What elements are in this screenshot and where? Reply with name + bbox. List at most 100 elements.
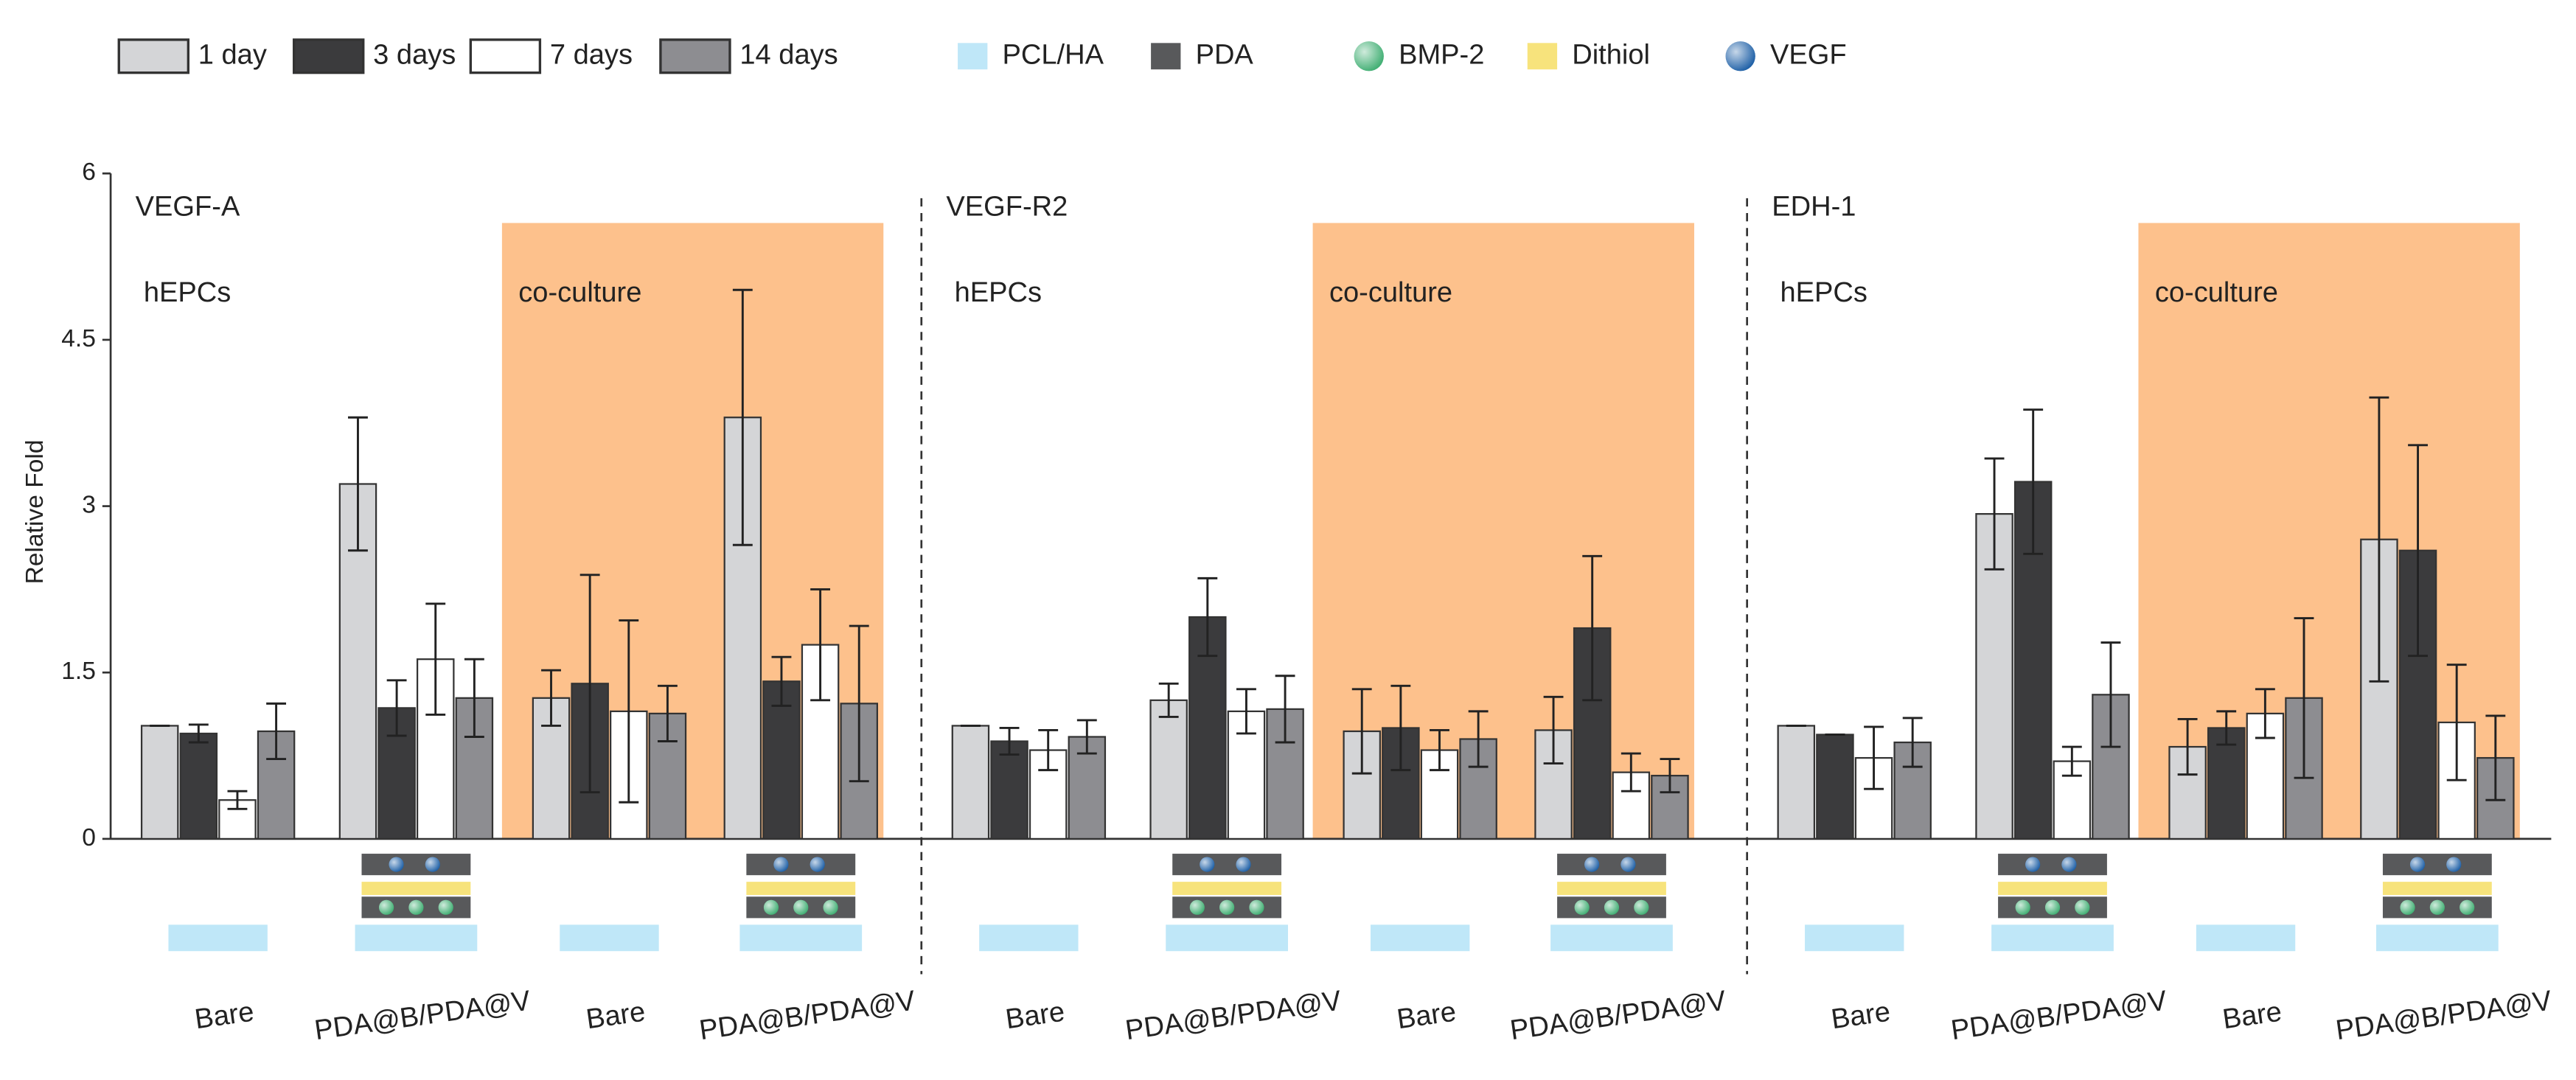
error-bar — [2061, 745, 2082, 777]
molecule-shine — [763, 899, 779, 915]
bar — [1149, 699, 1188, 840]
error-bar — [2216, 710, 2237, 746]
substrate — [168, 924, 268, 952]
legend-swatch — [1151, 43, 1181, 70]
molecule-shine — [793, 899, 809, 915]
substrate — [2375, 924, 2499, 952]
bar — [2207, 727, 2246, 840]
molecule-shine — [1236, 857, 1251, 872]
y-tick-label: 6 — [82, 158, 96, 186]
error-bar — [386, 679, 407, 737]
molecule-shine — [2429, 899, 2445, 915]
error-bar — [464, 658, 484, 738]
x-tick-label: PDA@B/PDA@V — [1508, 985, 1729, 1046]
molecule-shine — [425, 857, 440, 872]
molecule-shine — [389, 857, 404, 872]
error-bar — [2294, 617, 2314, 779]
y-tick-label: 3 — [82, 491, 96, 518]
legend-label: 1 day — [198, 39, 267, 70]
legend-swatch — [469, 38, 542, 74]
bar — [951, 725, 990, 840]
pda-layer — [1998, 854, 2107, 876]
error-bar — [657, 684, 678, 742]
molecule-shine — [1634, 899, 1649, 915]
error-bar — [2369, 396, 2389, 683]
molecule-shine — [1574, 899, 1590, 915]
molecule-shine — [1354, 41, 1384, 72]
error-bar — [1543, 695, 1564, 765]
error-bar — [1351, 688, 1372, 775]
x-tick-label: Bare — [1003, 996, 1066, 1035]
error-bar — [541, 669, 561, 727]
error-bar — [1660, 758, 1680, 794]
pda-layer — [1557, 854, 1666, 876]
error-bar — [348, 416, 368, 552]
legend-swatch — [958, 43, 988, 70]
x-tick-label: Bare — [2221, 996, 2283, 1035]
legend-label: Dithiol — [1572, 39, 1650, 70]
molecule-shine — [1249, 899, 1264, 915]
x-tick-label: PDA@B/PDA@V — [313, 985, 533, 1046]
x-tick-label: Bare — [193, 996, 256, 1035]
bar — [1188, 616, 1227, 840]
panel-label: co-culture — [1329, 277, 1452, 308]
molecule-shine — [1725, 41, 1755, 72]
y-tick-label: 4.5 — [61, 325, 96, 352]
dithiol-layer — [746, 882, 856, 896]
error-bar — [1038, 729, 1059, 772]
substrate — [1166, 924, 1288, 952]
y-tick-label: 1.5 — [61, 658, 96, 685]
y-axis-label: Relative Fold — [21, 439, 49, 584]
legend-swatch — [659, 38, 731, 74]
error-bar — [732, 288, 753, 546]
substrate — [1991, 924, 2114, 952]
error-bar — [2023, 408, 2044, 555]
molecule-shine — [823, 899, 838, 915]
error-bar — [1430, 729, 1449, 772]
bar — [140, 725, 179, 840]
substrate — [979, 924, 1079, 952]
error-bar — [1582, 554, 1603, 702]
error-bar — [1468, 710, 1489, 768]
error-bar — [2485, 714, 2506, 801]
x-tick-label: PDA@B/PDA@V — [1124, 985, 1344, 1046]
molecule-shine — [810, 857, 825, 872]
molecule-shine — [2460, 899, 2475, 915]
molecule-shine — [1584, 857, 1600, 872]
error-bar — [1197, 576, 1218, 658]
dithiol-layer — [361, 882, 471, 896]
error-bar — [1902, 717, 1923, 768]
legend-label: BMP-2 — [1399, 39, 1484, 70]
x-tick-label: PDA@B/PDA@V — [2333, 985, 2554, 1046]
legend-label: PDA — [1196, 39, 1254, 70]
bar — [1777, 725, 1816, 840]
substrate — [560, 924, 659, 952]
molecule-shine — [1621, 857, 1636, 872]
molecule-shine — [2446, 857, 2462, 872]
molecule-shine — [2400, 899, 2415, 915]
legend-label: 14 days — [739, 39, 838, 70]
error-bar — [1621, 752, 1641, 792]
bar — [179, 732, 218, 840]
substrate — [1370, 924, 1470, 952]
error-bar — [2255, 688, 2275, 739]
panel-label: hEPCs — [144, 277, 231, 308]
y-tick-label: 0 — [82, 824, 96, 851]
bar — [1068, 736, 1107, 840]
error-bar — [425, 602, 446, 716]
molecule-shine — [2044, 899, 2061, 915]
legend-swatch — [1527, 43, 1558, 70]
dithiol-layer — [1172, 882, 1282, 896]
x-tick-label: Bare — [584, 996, 647, 1035]
substrate — [2196, 924, 2296, 952]
panel-label: co-culture — [518, 277, 641, 308]
molecule-shine — [379, 899, 394, 915]
legend-label: PCL/HA — [1003, 39, 1104, 70]
molecule-shine — [2015, 899, 2030, 915]
error-bar — [999, 727, 1020, 756]
substrate — [1805, 924, 1904, 952]
error-bar — [2177, 717, 2198, 776]
molecule-shine — [773, 857, 789, 872]
x-tick-label: PDA@B/PDA@V — [697, 985, 918, 1046]
dithiol-layer — [1998, 882, 2107, 896]
